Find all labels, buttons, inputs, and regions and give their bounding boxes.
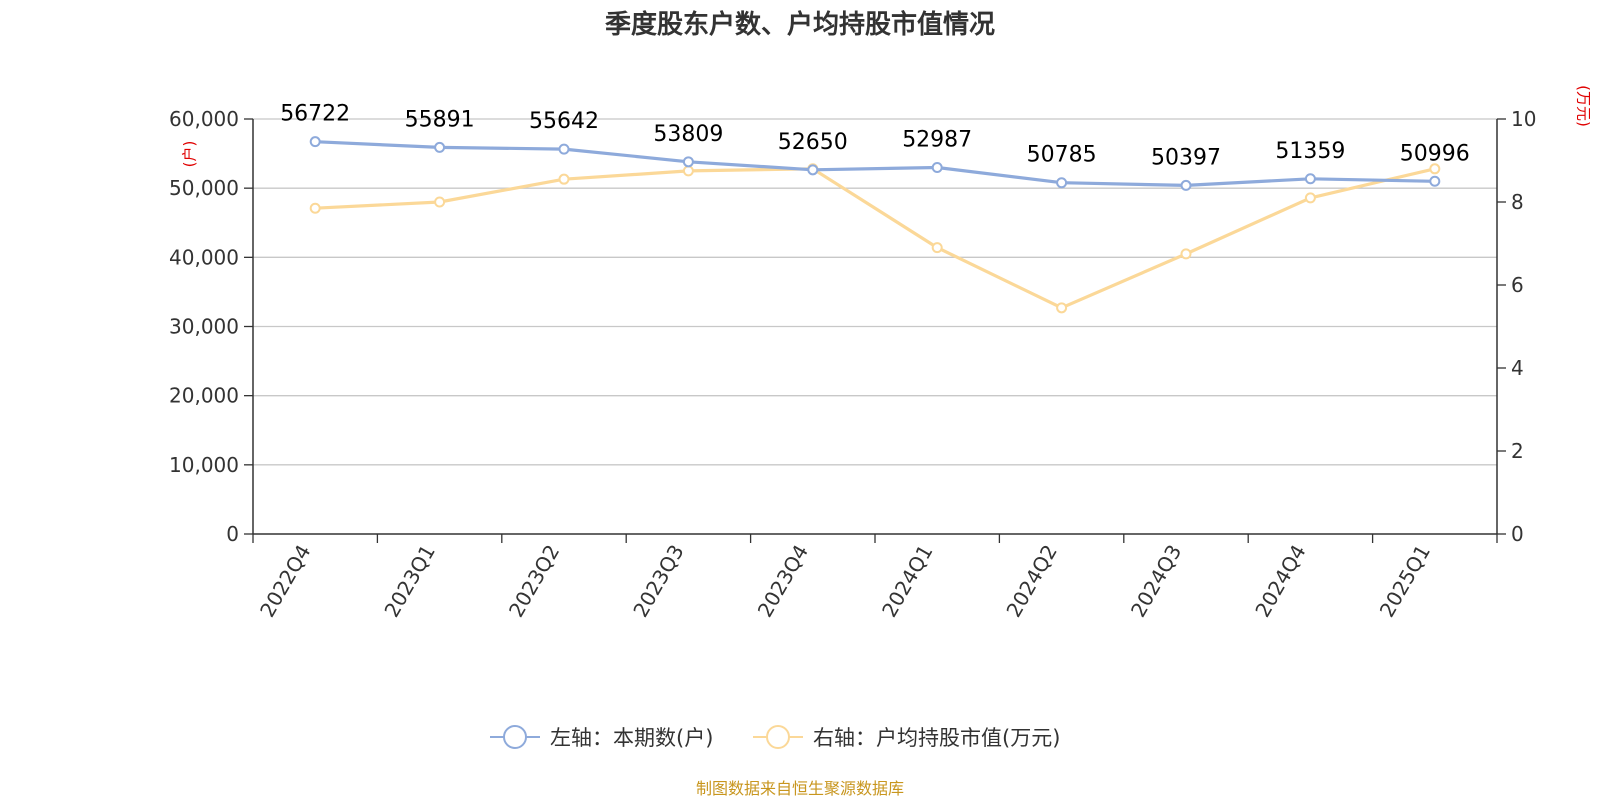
data-source: 制图数据来自恒生聚源数据库 [696, 779, 904, 798]
data-point-left [1304, 173, 1316, 185]
data-point-right [1429, 163, 1441, 175]
x-axis-tick-label: 2022Q4 [255, 541, 315, 622]
data-point-left [1056, 177, 1068, 189]
left-axis-tick-label: 10,000 [169, 453, 239, 477]
left-axis-tick-label: 50,000 [169, 176, 239, 200]
data-label: 51359 [1275, 139, 1345, 164]
data-point-left [682, 156, 694, 168]
data-point-left [558, 143, 570, 155]
x-axis-tick-label: 2023Q4 [753, 541, 813, 622]
data-point-right [309, 202, 321, 214]
data-point-left [931, 162, 943, 174]
data-label: 50996 [1400, 141, 1470, 166]
data-label: 55891 [405, 107, 475, 132]
data-point-left [434, 141, 446, 153]
data-point-left [1429, 175, 1441, 187]
right-axis-tick-label: 6 [1511, 273, 1524, 297]
data-point-right [434, 196, 446, 208]
left-axis-unit: (户) [181, 141, 199, 168]
axes: 0 10,000 20,000 30,000 40,000 50,000 60,000 0 2 4… [169, 107, 1536, 621]
x-axis-tick-label: 2023Q1 [379, 541, 439, 622]
left-axis-tick-label: 20,000 [169, 384, 239, 408]
legend-label: 左轴：本期数(户) [550, 726, 713, 750]
data-label: 50785 [1027, 143, 1097, 168]
right-axis-tick-label: 4 [1511, 356, 1524, 380]
data-point-left [309, 136, 321, 148]
left-axis-tick-label: 40,000 [169, 245, 239, 269]
data-point-left [1180, 179, 1192, 191]
data-point-right [682, 165, 694, 177]
data-point-right [1056, 302, 1068, 314]
x-axis-tick-label: 2024Q3 [1126, 541, 1186, 622]
x-axis-tick-label: 2024Q1 [877, 541, 937, 622]
series-left: 56722 55891 55642 53809 52650 52987 50785 50397… [280, 102, 1470, 191]
data-label: 53809 [653, 122, 723, 147]
x-axis-tick-label: 2023Q2 [504, 541, 564, 622]
data-label: 52987 [902, 128, 972, 153]
data-label: 55642 [529, 109, 599, 134]
chart-title: 季度股东户数、户均持股市值情况 [605, 9, 995, 40]
series-layer: 56722 55891 55642 53809 52650 52987 50785 50397… [280, 102, 1470, 314]
x-axis-tick-label: 2024Q2 [1001, 541, 1061, 622]
right-axis-tick-label: 8 [1511, 190, 1524, 214]
legend-item-0[interactable]: 左轴：本期数(户) [490, 725, 713, 750]
data-point-right [1180, 248, 1192, 260]
data-point-right [1304, 192, 1316, 204]
x-axis-tick-label: 2023Q3 [628, 541, 688, 622]
data-point-right [931, 242, 943, 254]
left-axis-tick-label: 30,000 [169, 315, 239, 339]
right-axis-tick-label: 10 [1511, 107, 1536, 131]
gridlines [253, 118, 1497, 466]
series-right [309, 163, 1441, 314]
data-label: 52650 [778, 130, 848, 155]
series-line-left [315, 140, 1435, 187]
right-axis-unit: (万元) [1575, 85, 1593, 127]
legend-marker-icon [766, 725, 790, 749]
left-axis-tick-label: 0 [226, 522, 239, 546]
right-axis-tick-label: 2 [1511, 439, 1524, 463]
legend-label: 右轴：户均持股市值(万元) [813, 726, 1060, 750]
data-label: 50397 [1151, 145, 1221, 170]
legend[interactable]: 左轴：本期数(户) 右轴：户均持股市值(万元) [490, 725, 1060, 750]
right-axis-tick-label: 0 [1511, 522, 1524, 546]
data-point-left [807, 164, 819, 176]
legend-marker-icon [503, 725, 527, 749]
x-axis-tick-label: 2025Q1 [1375, 541, 1435, 622]
left-axis-tick-label: 60,000 [169, 107, 239, 131]
x-axis-tick-label: 2024Q4 [1250, 541, 1310, 622]
series-line-right [315, 167, 1436, 310]
data-label: 56722 [280, 102, 350, 127]
data-point-right [558, 173, 570, 185]
legend-item-1[interactable]: 右轴：户均持股市值(万元) [753, 725, 1060, 750]
